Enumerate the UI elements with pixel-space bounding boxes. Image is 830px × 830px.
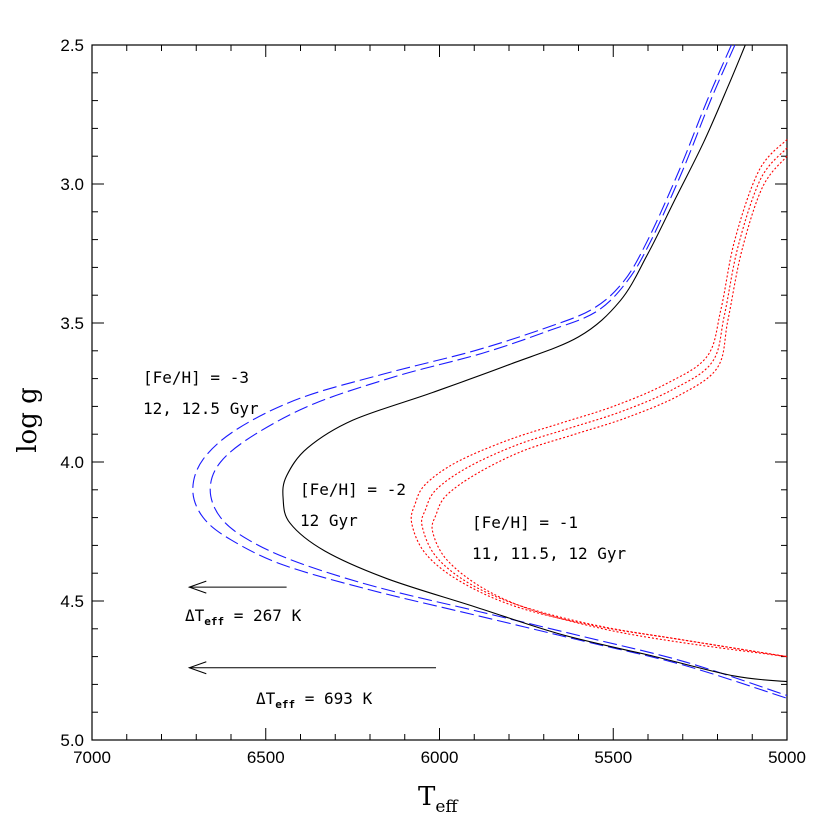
series-line-2 bbox=[209, 44, 788, 697]
annotation-text: [Fe/H] = -3 bbox=[143, 368, 249, 387]
series-line-4 bbox=[410, 139, 788, 658]
delta-teff-arrowhead bbox=[187, 580, 207, 594]
x-axis-label: Teff bbox=[418, 782, 459, 817]
annotation-text: 12 Gyr bbox=[300, 511, 358, 530]
axis-ticks bbox=[91, 44, 788, 741]
annotation-text: 11, 11.5, 12 Gyr bbox=[472, 544, 626, 563]
delta-teff-label: ΔTeff = 693 K bbox=[256, 689, 373, 711]
series-line-5 bbox=[421, 147, 788, 658]
annotation-group: [Fe/H] = -3 12, 12.5 Gyr [Fe/H] = -2 12 Gyr… bbox=[143, 368, 626, 563]
delta-teff-arrowhead bbox=[187, 661, 207, 675]
delta-teff-label: ΔTeff = 267 K bbox=[185, 606, 302, 628]
y-tick-label: 3.0 bbox=[60, 175, 84, 194]
x-tick-label: 6000 bbox=[421, 748, 459, 767]
y-axis-label: log g bbox=[13, 387, 43, 453]
series-line-1 bbox=[192, 44, 788, 699]
y-tick-label: 2.5 bbox=[60, 36, 84, 55]
x-tick-label: 5500 bbox=[594, 748, 632, 767]
series-group bbox=[192, 44, 788, 699]
annotation-text: [Fe/H] = -1 bbox=[472, 513, 578, 532]
arrow-group: ΔTeff = 267 K ΔTeff = 693 K bbox=[185, 580, 437, 711]
y-tick-label: 4.5 bbox=[60, 592, 84, 611]
tick-labels: 7000 6500 6000 5500 5000 2.5 3.0 3.5 4.0 4.5 5.0 bbox=[60, 36, 806, 767]
annotation-text: [Fe/H] = -2 bbox=[300, 480, 406, 499]
x-tick-label: 5000 bbox=[768, 748, 806, 767]
series-line-3 bbox=[282, 44, 788, 683]
y-tick-label: 5.0 bbox=[60, 731, 84, 750]
annotation-text: 12, 12.5 Gyr bbox=[143, 399, 259, 418]
y-tick-label: 3.5 bbox=[60, 314, 84, 333]
x-tick-label: 7000 bbox=[73, 748, 111, 767]
y-tick-label: 4.0 bbox=[60, 453, 84, 472]
x-tick-label: 6500 bbox=[247, 748, 285, 767]
series-line-6 bbox=[431, 155, 788, 658]
plot-frame bbox=[91, 44, 788, 741]
